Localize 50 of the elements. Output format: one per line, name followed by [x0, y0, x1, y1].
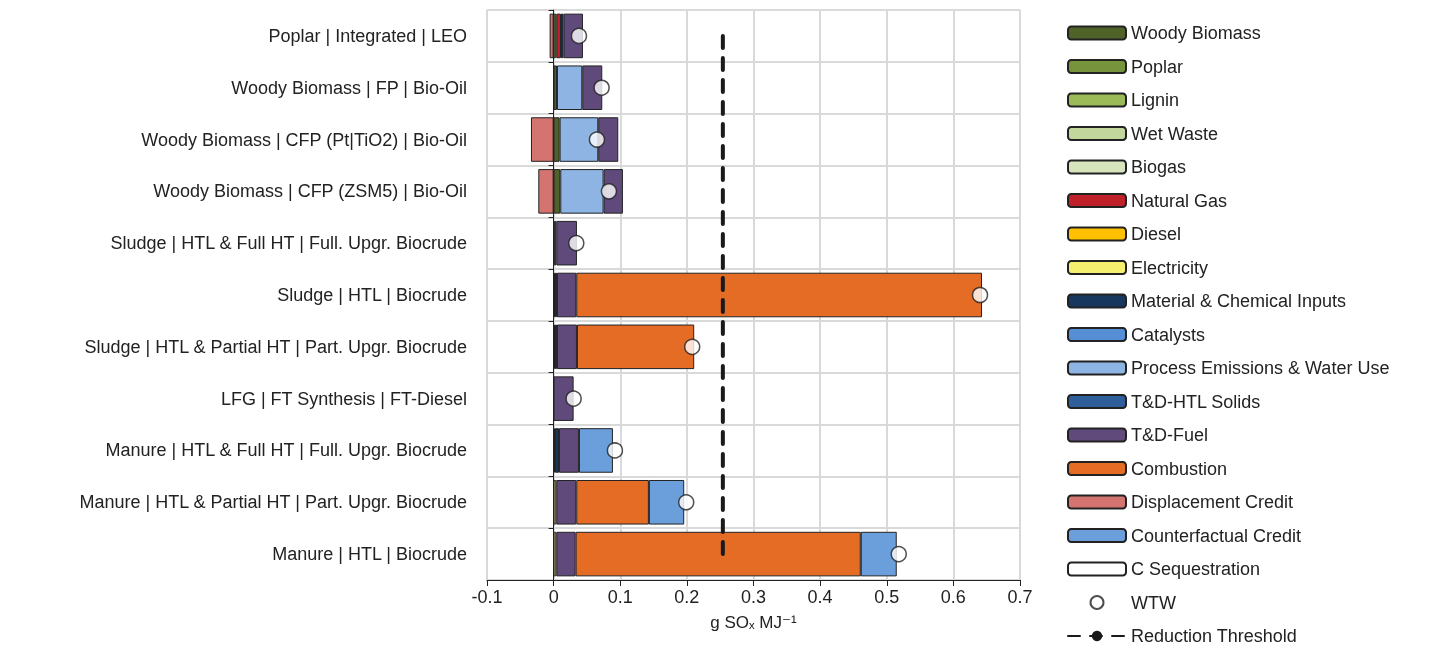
legend-label: T&D-Fuel [1131, 425, 1209, 445]
point [593, 79, 610, 96]
legend-label: T&D-HTL Solids [1131, 391, 1261, 412]
legend-label: Biogas [1131, 157, 1187, 177]
legend-label: C Sequestration [1131, 559, 1261, 579]
point [568, 234, 585, 252]
x-tick-label: 0.5 [874, 587, 900, 607]
legend-label: Combustion [1131, 458, 1228, 479]
legend-label: WTW [1131, 592, 1176, 613]
y-tick-label: Sludge | HTL & Full HT | Full. Upgr. Biocrude [110, 233, 467, 254]
x-tick-label: 0.7 [1007, 587, 1033, 607]
legend-label: Catalysts [1131, 324, 1206, 345]
point [683, 338, 701, 356]
x-tick-label: 0.6 [940, 587, 966, 607]
x-tick-label: 0.2 [674, 587, 700, 607]
y-tick-label: LFG | FT Synthesis | FT-Diesel [220, 388, 467, 409]
legend-label: Wet Waste [1131, 123, 1219, 144]
bar [556, 13, 561, 59]
legend-label: Poplar [1131, 56, 1184, 77]
x-tick-label: 0.1 [607, 587, 633, 607]
x-tick-label: 0.3 [740, 587, 767, 607]
y-tick-label: Woody Biomass | FP | Bio-Oil [231, 77, 467, 98]
legend-label: Electricity [1131, 257, 1209, 278]
y-tick-label: Sludge | HTL & Partial HT | Part. Upgr. Biocrude [84, 336, 467, 357]
y-tick-label: Woody Biomass | CFP (ZSM5) | Bio-Oil [153, 181, 467, 202]
y-tick-label: Manure | HTL & Full HT | Full. Upgr. Biocrude [105, 440, 467, 461]
legend-label: Displacement Credit [1131, 492, 1294, 512]
legend-label: Lignin [1131, 90, 1180, 110]
point [677, 494, 695, 511]
y-tick-label: Manure | HTL | Biocrude [272, 544, 467, 565]
y-tick-label: Sludge | HTL | Biocrude [277, 285, 467, 305]
x-axis-title: g SOₓ MJ⁻¹ [710, 613, 797, 632]
point [588, 131, 606, 148]
legend-label: Counterfactual Credit [1131, 525, 1302, 546]
x-tick-label: 0 [548, 587, 559, 607]
y-tick-label: Manure | HTL & Partial HT | Part. Upgr. Biocrude [79, 492, 467, 513]
legend-label: Material & Chemical Inputs [1131, 291, 1347, 311]
point [971, 286, 989, 304]
point [890, 545, 907, 563]
point [606, 442, 624, 459]
legend-label: Process Emissions & Water Use [1131, 358, 1390, 378]
legend-label: Reduction Threshold [1131, 626, 1297, 646]
legend-label: Natural Gas [1131, 190, 1228, 211]
x-tick-label: -0.1 [471, 587, 503, 607]
legend-label: Woody Biomass [1131, 23, 1261, 43]
y-tick-label: Poplar | Integrated | LEO [268, 25, 467, 46]
y-tick-label: Woody Biomass | CFP (Pt|TiO2) | Bio-Oil [141, 129, 467, 150]
point [565, 390, 582, 407]
x-tick-label: 0.4 [807, 587, 833, 607]
legend-label: Diesel [1131, 224, 1182, 244]
